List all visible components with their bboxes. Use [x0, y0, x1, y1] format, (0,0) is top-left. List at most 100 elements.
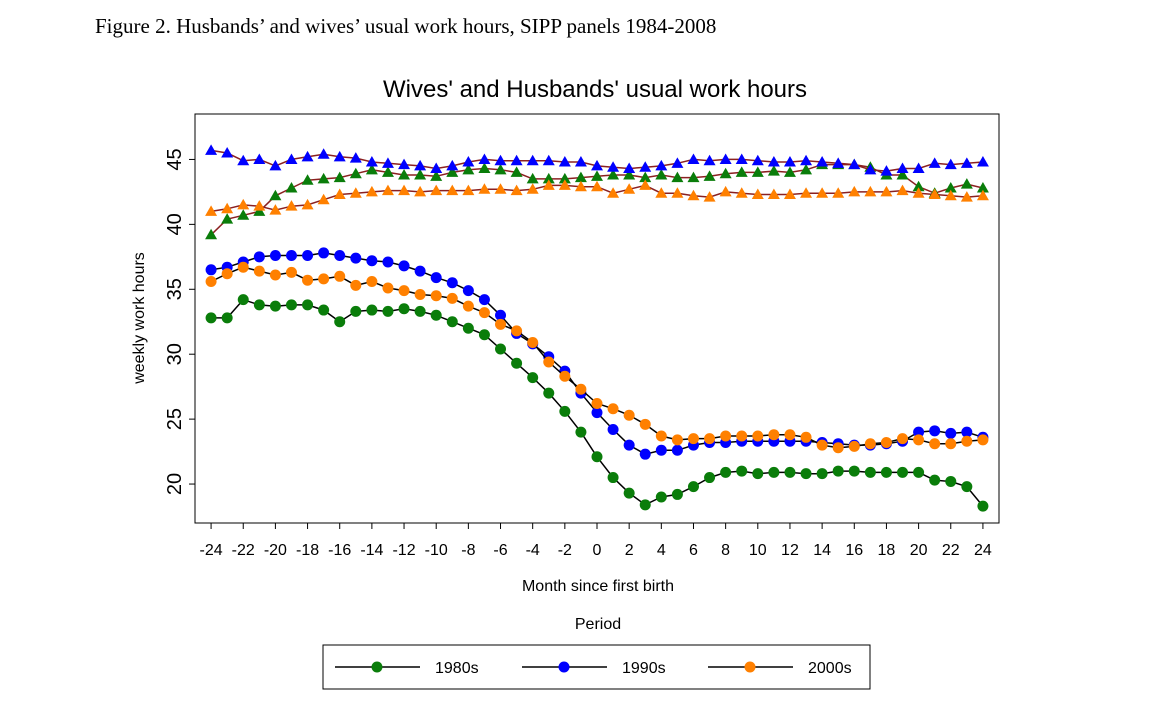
- wives-1990s-point: [913, 426, 925, 438]
- husbands-1990s-point: [510, 154, 523, 166]
- wives-1990s-point: [350, 252, 362, 264]
- husbands-1990s-point: [221, 146, 234, 158]
- husbands-2000s-point: [687, 189, 700, 201]
- wives-2000s-point: [929, 438, 941, 450]
- husbands-1980s-point: [462, 163, 475, 175]
- wives-1980s-point: [430, 309, 442, 321]
- wives-2000s-point: [543, 356, 555, 368]
- wives-1980s-point: [687, 481, 699, 493]
- wives-1980s-point: [398, 303, 410, 315]
- wives-2000s-point: [511, 325, 523, 337]
- wives-1980s-point: [913, 466, 925, 478]
- x-tick-label: -12: [392, 542, 415, 559]
- wives-1980s-point: [784, 466, 796, 478]
- husbands-1980s-point: [574, 171, 587, 183]
- husbands-1980s-point: [655, 169, 668, 180]
- husbands-2000s-point: [237, 198, 250, 210]
- husbands-1980s-point: [333, 171, 346, 183]
- husbands-2000s-point: [816, 187, 829, 198]
- wives-1980s-point: [768, 466, 780, 478]
- wives-2000s-point: [752, 430, 764, 442]
- wives-2000s-point: [285, 266, 297, 278]
- husbands-1990s-point: [783, 156, 796, 167]
- husbands-1980s-point: [542, 172, 555, 184]
- wives-1980s-point: [478, 329, 490, 341]
- husbands-2000s-point: [848, 185, 861, 197]
- husbands-2000s-point: [703, 191, 716, 202]
- wives-1990s-point: [285, 250, 297, 262]
- wives-1990s-point: [671, 444, 683, 456]
- husbands-1980s-point: [398, 169, 411, 180]
- wives-2000s-point: [253, 265, 265, 277]
- x-tick-label: -14: [360, 542, 383, 559]
- husbands-1990s-point: [751, 154, 764, 166]
- husbands-1990s-point: [896, 162, 909, 174]
- wives-2000s-point: [446, 292, 458, 304]
- husbands-1980s-point: [510, 166, 523, 177]
- husbands-1980s-point: [478, 162, 491, 174]
- x-tick-label: 24: [974, 542, 992, 559]
- wives-2000s-point: [977, 434, 989, 446]
- wives-1990s-point: [495, 309, 507, 321]
- wives-1990s-point: [318, 247, 330, 259]
- husbands-2000s-point: [751, 188, 764, 200]
- husbands-1990s-point: [944, 158, 957, 170]
- y-tick-label: 35: [164, 278, 186, 300]
- x-tick-label: -8: [461, 542, 475, 559]
- wives-1980s-point: [800, 468, 812, 480]
- wives-1980s-point: [205, 312, 217, 324]
- wives-2000s-point: [913, 434, 925, 446]
- wives-2000s-point: [671, 434, 683, 446]
- wives-1980s-point: [945, 475, 957, 487]
- husbands-1980s-point: [767, 165, 780, 176]
- legend: 1980s 1990s 2000s: [335, 660, 852, 677]
- wives-1990s-point: [446, 277, 458, 289]
- husbands-2000s-point: [558, 179, 571, 190]
- husbands-2000s-point: [671, 187, 684, 198]
- wives-2000s-point: [784, 429, 796, 441]
- wives-2000s-point: [430, 290, 442, 302]
- x-tick-label: -16: [328, 542, 351, 559]
- x-tick-label: 4: [657, 542, 666, 559]
- husbands-1980s-point: [960, 178, 973, 189]
- wives-1990s-point: [382, 256, 394, 268]
- husbands-1990s-point: [381, 157, 394, 168]
- husbands-2000s-point: [896, 184, 909, 196]
- wives-1980s-point: [575, 426, 587, 438]
- x-tick-label: -6: [493, 542, 507, 559]
- husbands-1990s-point: [655, 159, 668, 171]
- legend-label: 1990s: [622, 660, 666, 677]
- husbands-1980s-point: [317, 172, 330, 184]
- husbands-1990s-point: [446, 159, 459, 171]
- chart-title: Wives' and Husbands' usual work hours: [383, 76, 807, 103]
- husbands-2000s-point: [205, 205, 218, 216]
- husbands-1980s-point: [526, 172, 539, 184]
- wives-1990s-point: [269, 250, 281, 262]
- wives-1980s-point: [977, 500, 989, 512]
- husbands-2000s-point: [655, 187, 668, 198]
- wives-1980s-point: [334, 316, 346, 328]
- wives-1980s-point: [848, 465, 860, 477]
- husbands-1980s-point: [735, 166, 748, 177]
- husbands-1990s-point: [767, 156, 780, 167]
- husbands-1990s-point: [800, 154, 813, 166]
- husbands-1990s-point: [462, 156, 475, 167]
- husbands-2000s-point: [944, 189, 957, 201]
- husbands-1990s-point: [349, 152, 362, 163]
- husbands-1980s-point: [285, 182, 298, 193]
- wives-2000s-point: [237, 261, 249, 273]
- husbands-1990s-point: [478, 153, 491, 164]
- x-tick-label: -24: [200, 542, 223, 559]
- wives-1980s-point: [318, 304, 330, 316]
- husbands-2000s-point: [960, 191, 973, 202]
- wives-1990s-point: [607, 424, 619, 436]
- wives-2000s-point: [655, 430, 667, 442]
- wives-1980s-point: [462, 322, 474, 334]
- wives-1980s-point: [752, 468, 764, 480]
- wives-1980s-point: [559, 405, 571, 417]
- wives-1980s-point: [864, 466, 876, 478]
- wives-2000s-point: [478, 307, 490, 319]
- legend-title: Period: [575, 616, 621, 633]
- wives-2000s-point: [897, 433, 909, 445]
- y-axis-label: weekly work hours: [131, 252, 148, 385]
